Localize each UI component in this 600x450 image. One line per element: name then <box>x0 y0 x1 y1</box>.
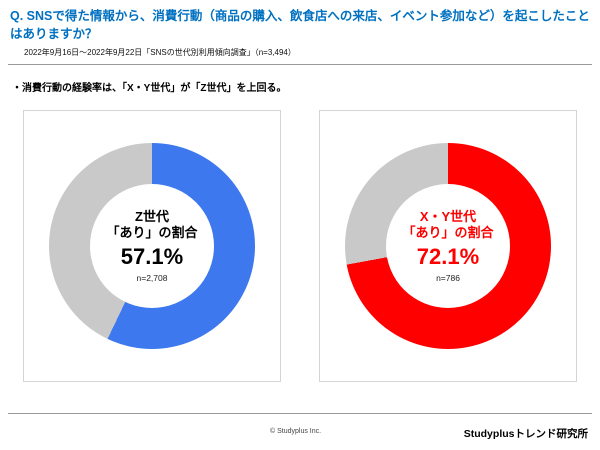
donut-center-z-generation: Z世代 「あり」の割合 57.1% n=2,708 <box>90 184 214 308</box>
donut-value-xy: 72.1% <box>416 243 480 269</box>
charts-row: Z世代 「あり」の割合 57.1% n=2,708 X・Y世代 「あり」の割合 … <box>0 110 600 382</box>
donut-title-z: Z世代 <box>135 209 169 224</box>
donut-sublabel-xy: 「あり」の割合 <box>402 225 494 241</box>
donut-chart-xy-generation: X・Y世代 「あり」の割合 72.1% n=786 <box>345 143 551 349</box>
donut-value-z: 57.1% <box>120 243 184 269</box>
donut-center-xy-generation: X・Y世代 「あり」の割合 72.1% n=786 <box>386 184 510 308</box>
survey-subtitle: 2022年9月16日～2022年9月22日「SNSの世代別利用傾向調査」（n=3… <box>24 48 296 57</box>
donut-sublabel-z: 「あり」の割合 <box>106 225 198 241</box>
donut-sample-size-z: n=2,708 <box>136 273 168 283</box>
brand-text: Studyplusトレンド研究所 <box>463 428 588 440</box>
header-divider <box>8 64 592 65</box>
insight-text: ・消費行動の経験率は、「X・Y世代」が「Z世代」を上回る。 <box>12 83 287 94</box>
chart-box-xy-generation: X・Y世代 「あり」の割合 72.1% n=786 <box>319 110 577 382</box>
donut-label-group-z: Z世代 「あり」の割合 57.1% <box>106 209 197 270</box>
donut-title-xy: X・Y世代 <box>419 209 477 224</box>
donut-chart-z-generation: Z世代 「あり」の割合 57.1% n=2,708 <box>49 143 255 349</box>
footer-divider <box>8 413 592 414</box>
header: Q. SNSで得た情報から、消費行動（商品の購入、飲食店への来店、イベント参加な… <box>0 0 600 58</box>
question-title: Q. SNSで得た情報から、消費行動（商品の購入、飲食店への来店、イベント参加な… <box>10 9 590 41</box>
donut-label-group-xy: X・Y世代 「あり」の割合 72.1% <box>402 209 493 270</box>
chart-box-z-generation: Z世代 「あり」の割合 57.1% n=2,708 <box>23 110 281 382</box>
copyright-text: © Studyplus Inc. <box>270 428 322 435</box>
donut-sample-size-xy: n=786 <box>436 273 460 283</box>
